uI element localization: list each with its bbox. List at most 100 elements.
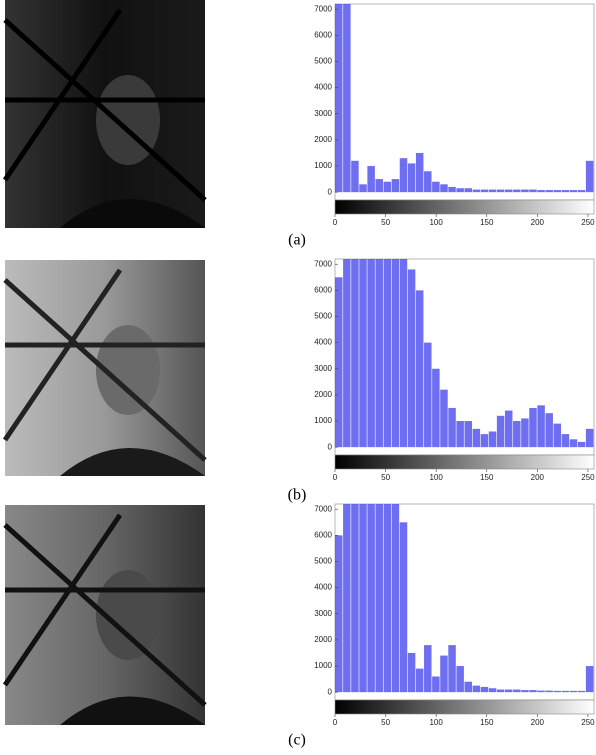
y-tick-label: 2000 bbox=[314, 635, 332, 644]
bar bbox=[585, 160, 594, 193]
x-tick-label: 50 bbox=[381, 218, 390, 227]
bar bbox=[440, 184, 448, 193]
y-tick-label: 2000 bbox=[314, 135, 332, 144]
bar bbox=[415, 290, 424, 448]
y-tick-label: 7000 bbox=[314, 259, 332, 268]
panel-label: (a) bbox=[288, 232, 306, 249]
x-tick-label: 250 bbox=[581, 718, 595, 727]
bar bbox=[529, 189, 537, 193]
bar bbox=[424, 342, 432, 448]
y-tick-label: 4000 bbox=[314, 338, 332, 347]
y-tick-label: 6000 bbox=[314, 285, 332, 294]
photo-c bbox=[2, 505, 207, 725]
y-tick-label: 3000 bbox=[314, 109, 332, 118]
bar bbox=[432, 368, 440, 448]
x-tick-label: 0 bbox=[333, 218, 338, 227]
bar bbox=[496, 415, 505, 448]
bar bbox=[383, 181, 392, 193]
bar bbox=[359, 259, 367, 448]
bar bbox=[537, 405, 545, 448]
bar bbox=[513, 189, 521, 193]
x-tick-label: 50 bbox=[381, 473, 390, 482]
bar bbox=[359, 504, 367, 693]
bar bbox=[335, 277, 343, 448]
bar bbox=[432, 676, 440, 693]
bar bbox=[375, 504, 383, 693]
bar bbox=[456, 188, 464, 193]
bar bbox=[383, 504, 392, 693]
bar bbox=[343, 4, 351, 193]
x-tick-label: 200 bbox=[531, 718, 545, 727]
bar bbox=[553, 690, 562, 693]
bar bbox=[545, 413, 553, 448]
bar bbox=[399, 522, 408, 693]
bar bbox=[569, 690, 578, 693]
bar bbox=[432, 181, 440, 193]
photo-a bbox=[2, 0, 207, 228]
bar bbox=[440, 655, 448, 693]
bar bbox=[464, 421, 472, 448]
bar bbox=[375, 259, 383, 448]
bar bbox=[521, 690, 529, 693]
y-tick-label: 6000 bbox=[314, 30, 332, 39]
bar bbox=[472, 685, 481, 693]
bar bbox=[537, 690, 545, 693]
bar bbox=[335, 535, 343, 693]
bar bbox=[488, 431, 497, 448]
bar bbox=[391, 179, 400, 193]
colorbar bbox=[334, 199, 595, 215]
y-tick-label: 1000 bbox=[314, 416, 332, 425]
bar bbox=[504, 410, 513, 448]
x-tick-label: 50 bbox=[381, 718, 390, 727]
bar bbox=[480, 434, 489, 448]
bar bbox=[415, 668, 424, 693]
x-tick-label: 250 bbox=[581, 218, 595, 227]
bar bbox=[407, 269, 416, 448]
bar bbox=[504, 189, 513, 193]
bar bbox=[521, 189, 529, 193]
bar bbox=[545, 690, 553, 693]
bar bbox=[391, 259, 400, 448]
bar bbox=[496, 189, 505, 193]
colorbar bbox=[334, 699, 595, 715]
bar bbox=[335, 4, 343, 193]
bar bbox=[488, 688, 497, 693]
bar bbox=[577, 690, 586, 693]
bar bbox=[488, 189, 497, 193]
x-tick-label: 100 bbox=[429, 718, 443, 727]
y-tick-label: 7000 bbox=[314, 504, 332, 513]
bar bbox=[513, 421, 521, 448]
y-tick-label: 7000 bbox=[314, 4, 332, 13]
bar bbox=[537, 190, 545, 193]
x-tick-label: 200 bbox=[531, 218, 545, 227]
bar bbox=[399, 158, 408, 193]
y-tick-label: 5000 bbox=[314, 57, 332, 66]
bar bbox=[464, 188, 472, 193]
x-tick-label: 100 bbox=[429, 218, 443, 227]
y-tick-label: 6000 bbox=[314, 530, 332, 539]
bar bbox=[440, 389, 448, 448]
bar bbox=[504, 689, 513, 693]
bar bbox=[351, 259, 359, 448]
y-tick-label: 1000 bbox=[314, 161, 332, 170]
bar bbox=[383, 259, 392, 448]
y-tick-label: 3000 bbox=[314, 609, 332, 618]
bar bbox=[375, 179, 383, 193]
bar bbox=[464, 681, 472, 693]
bar bbox=[448, 645, 456, 693]
bar bbox=[561, 190, 570, 193]
bar bbox=[448, 186, 456, 193]
bar bbox=[472, 189, 481, 193]
bar bbox=[367, 259, 375, 448]
bar bbox=[415, 152, 424, 193]
bar bbox=[343, 504, 351, 693]
bar bbox=[424, 171, 432, 193]
panel-label: (c) bbox=[288, 732, 306, 749]
bar bbox=[569, 190, 578, 193]
bar bbox=[585, 428, 594, 448]
y-tick-label: 3000 bbox=[314, 364, 332, 373]
bar bbox=[456, 421, 464, 448]
y-tick-label: 1000 bbox=[314, 661, 332, 670]
